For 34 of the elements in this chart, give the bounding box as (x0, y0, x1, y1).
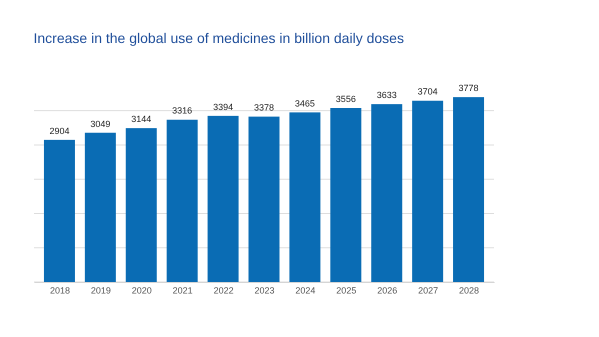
x-tick-label: 2027 (418, 286, 438, 296)
bar (44, 140, 75, 282)
x-tick-label: 2020 (132, 286, 152, 296)
data-label: 3704 (418, 86, 438, 97)
bar (84, 132, 116, 282)
bar (412, 100, 444, 282)
bar (289, 112, 320, 282)
data-label: 3778 (458, 83, 479, 94)
bar (330, 108, 362, 282)
x-tick-label: 2026 (377, 286, 398, 296)
x-tick-label: 2025 (336, 286, 356, 296)
x-tick-label: 2018 (50, 286, 70, 296)
data-label: 2904 (49, 126, 70, 136)
bar (371, 104, 402, 282)
data-label: 3049 (90, 118, 110, 129)
data-label: 3465 (294, 98, 315, 108)
bar (208, 116, 239, 282)
x-tick-label: 2028 (459, 286, 480, 296)
x-tick-label: 2022 (214, 286, 234, 296)
x-tick-label: 2019 (90, 286, 111, 296)
x-tick-label: 2021 (172, 286, 193, 296)
data-label: 3316 (172, 106, 192, 116)
bar (126, 128, 157, 282)
x-tick-label: 2023 (254, 286, 275, 296)
data-label: 3556 (336, 94, 356, 104)
chart-title: Increase in the global use of medicines in billion daily doses (34, 30, 404, 46)
bar (453, 97, 484, 282)
data-label: 3378 (254, 102, 274, 113)
bar (248, 116, 280, 282)
bar (166, 120, 198, 282)
data-label: 3394 (213, 102, 234, 112)
x-tick-label: 2024 (295, 286, 316, 296)
data-label: 3144 (131, 114, 152, 124)
data-label: 3633 (376, 90, 397, 100)
